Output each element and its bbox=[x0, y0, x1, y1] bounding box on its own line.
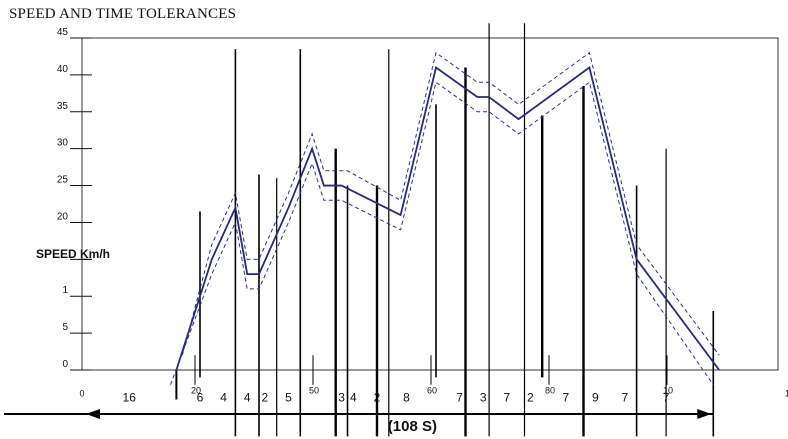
segment-label: 9 bbox=[592, 391, 599, 405]
marker-label: 60 bbox=[427, 386, 437, 396]
speed-line bbox=[175, 65, 720, 371]
segment-label: 2 bbox=[374, 391, 381, 405]
segment-label: 3 bbox=[338, 391, 345, 405]
x-tick-label: 12 bbox=[785, 389, 788, 399]
y-axis-label: SPEED Km/h bbox=[36, 247, 110, 261]
segment-label: 7 bbox=[562, 391, 569, 405]
duration-arrow-left bbox=[86, 409, 100, 419]
y-tick-label: 0 bbox=[62, 359, 68, 370]
y-tick-label: 40 bbox=[57, 64, 69, 75]
y-tick-label: 25 bbox=[57, 175, 69, 186]
segment-label: 8 bbox=[403, 391, 410, 405]
y-tick-label: 45 bbox=[57, 27, 69, 38]
plot-frame bbox=[81, 37, 779, 371]
marker-label: 20 bbox=[191, 386, 201, 396]
x-tick-label: 0 bbox=[79, 389, 84, 399]
y-tick-label: 35 bbox=[57, 101, 69, 112]
segment-label: 7 bbox=[456, 391, 463, 405]
marker-label: 50 bbox=[309, 386, 319, 396]
marker-label: 80 bbox=[545, 386, 555, 396]
segment-label: 4 bbox=[244, 391, 251, 405]
y-tick-label: 5 bbox=[62, 322, 68, 333]
lower-tolerance-line bbox=[170, 81, 714, 386]
upper-tolerance-line bbox=[181, 51, 720, 356]
y-tick-label: 1 bbox=[62, 285, 68, 296]
marker-label: 10 bbox=[663, 386, 673, 396]
chart-title: SPEED AND TIME TOLERANCES bbox=[9, 6, 237, 22]
duration-label: (108 S) bbox=[388, 418, 437, 435]
segment-label: 2 bbox=[262, 391, 269, 405]
duration-arrow-right bbox=[697, 409, 712, 419]
segment-label: 3 bbox=[480, 391, 487, 405]
segment-label: 2 bbox=[527, 391, 534, 405]
segment-label: 7 bbox=[663, 391, 670, 405]
segment-label: 4 bbox=[220, 391, 227, 405]
segment-label: 7 bbox=[503, 391, 510, 405]
segment-label: 7 bbox=[621, 391, 628, 405]
segment-label: 5 bbox=[285, 391, 292, 405]
segment-label: 16 bbox=[123, 391, 137, 405]
segment-label: 6 bbox=[197, 391, 204, 405]
y-tick-label: 30 bbox=[57, 138, 69, 149]
y-tick-label: 20 bbox=[57, 211, 69, 222]
segment-label: 4 bbox=[350, 391, 357, 405]
